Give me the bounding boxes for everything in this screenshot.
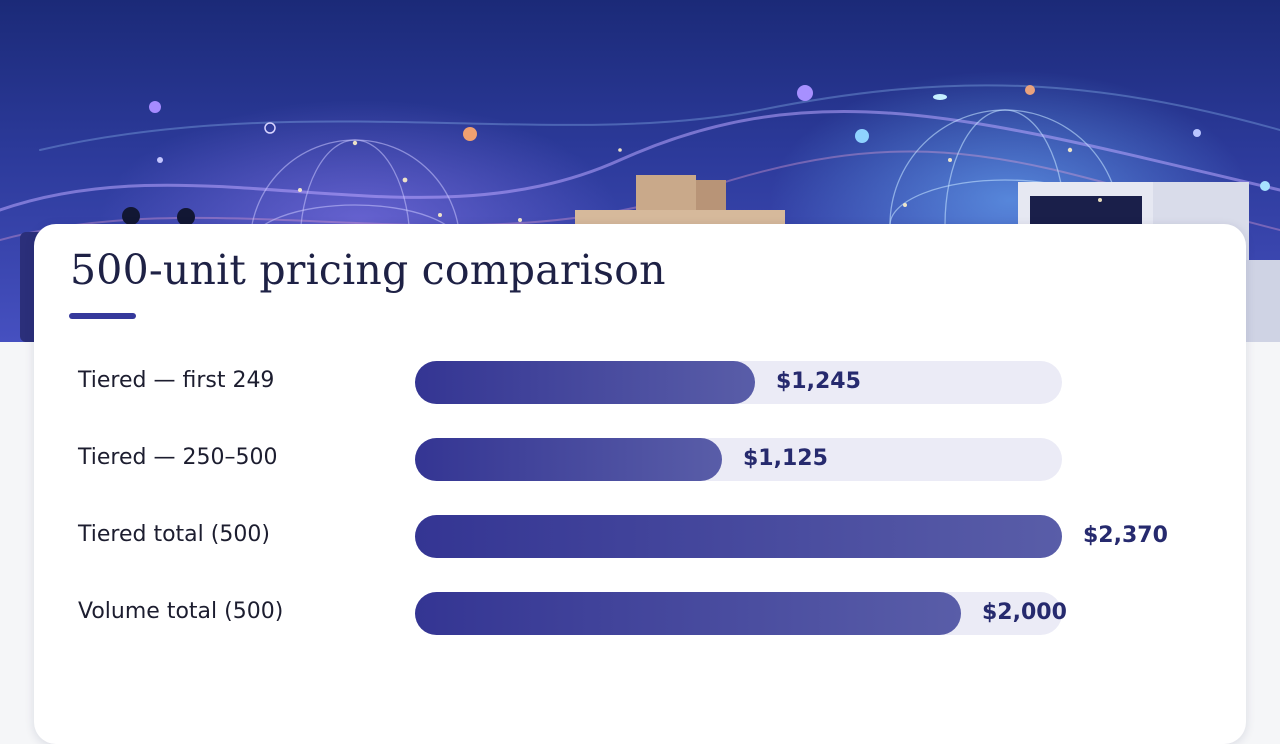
bar-track-tiered-total <box>415 515 1062 558</box>
bar-label-volume-total: Volume total (500) <box>78 599 284 624</box>
title-underline <box>69 313 136 319</box>
chart-title: 500-unit pricing comparison <box>70 246 666 294</box>
bar-track-volume-total <box>415 592 1062 635</box>
value-label-tiered-total: $2,370 <box>1083 523 1168 548</box>
value-label-tiered-first-249: $1,245 <box>776 369 861 394</box>
bar-track-tiered-first-249 <box>415 361 1062 404</box>
bar-tiered-first-249 <box>415 361 755 404</box>
bar-label-tiered-first-249: Tiered — first 249 <box>78 368 275 393</box>
bar-label-tiered-250-500: Tiered — 250–500 <box>78 445 278 470</box>
value-label-tiered-250-500: $1,125 <box>743 446 828 471</box>
bar-tiered-250-500 <box>415 438 722 481</box>
boxes-icon <box>575 175 785 224</box>
bar-volume-total <box>415 592 961 635</box>
value-label-volume-total: $2,000 <box>982 600 1067 625</box>
pricing-comparison-card: 500-unit pricing comparison Tiered — fir… <box>34 224 1246 744</box>
bar-track-tiered-250-500 <box>415 438 1062 481</box>
bar-label-tiered-total: Tiered total (500) <box>78 522 270 547</box>
bar-tiered-total <box>415 515 1062 558</box>
floating-orbs-icon <box>149 85 1270 191</box>
